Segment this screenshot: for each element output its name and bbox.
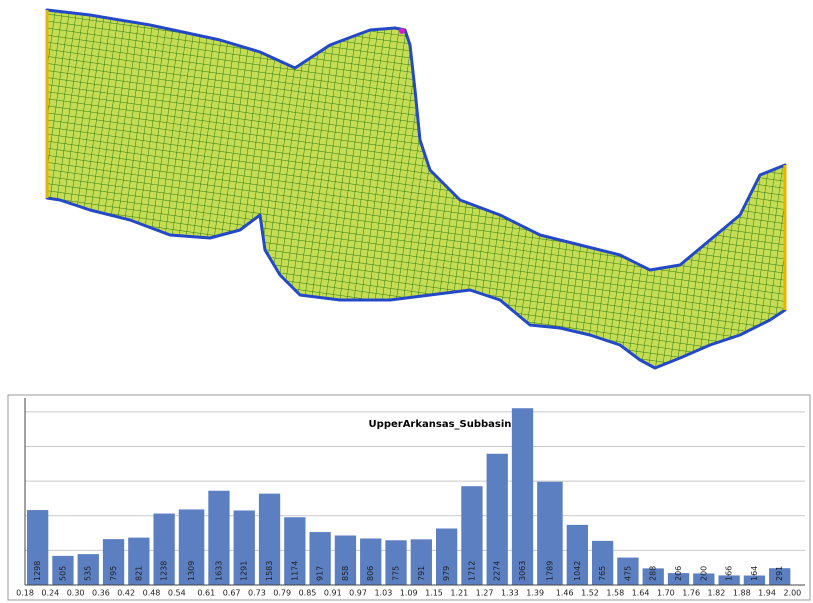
bar	[284, 517, 306, 585]
bar-value-label: 3063	[518, 561, 527, 581]
bar	[617, 557, 639, 585]
bar	[591, 540, 614, 585]
bar	[77, 554, 99, 585]
bar-value-label: 775	[392, 566, 401, 581]
x-tick-label: 2.00	[783, 589, 801, 598]
bar-value-label: 1291	[240, 561, 249, 581]
bar-value-label: 1712	[467, 561, 476, 581]
x-tick-label: 0.24	[41, 589, 59, 598]
chart-title: UpperArkansas_Subbasin	[369, 419, 512, 430]
bar	[208, 490, 230, 585]
x-tick-label: 0.79	[273, 589, 291, 598]
bar	[27, 510, 49, 585]
x-tick-label: 1.39	[526, 589, 544, 598]
bar	[233, 510, 255, 585]
x-tick-label: 1.33	[501, 589, 519, 598]
bar-value-label: 505	[58, 566, 67, 581]
bar-value-label: 917	[316, 566, 325, 581]
bar	[178, 509, 205, 585]
bar	[52, 555, 74, 585]
x-tick-label: 1.46	[556, 589, 574, 598]
bar	[769, 568, 791, 585]
x-tick-label: 1.03	[374, 589, 392, 598]
bar-value-label: 164	[750, 566, 759, 581]
x-tick-label: 0.67	[223, 589, 241, 598]
x-tick-label: 1.21	[450, 589, 468, 598]
bar-value-label: 1789	[545, 561, 554, 581]
bar	[511, 408, 534, 585]
bar-value-label: 200	[699, 566, 708, 581]
bar-value-label: 291	[775, 566, 784, 581]
x-tick-label: 1.58	[606, 589, 624, 598]
x-tick-label: 1.27	[476, 589, 494, 598]
bar-value-label: 288	[649, 566, 658, 581]
x-tick-label: 0.30	[67, 589, 85, 598]
bar	[309, 532, 331, 585]
bar	[461, 486, 483, 585]
bar	[693, 573, 715, 585]
bar	[153, 513, 175, 585]
x-tick-label: 1.09	[400, 589, 418, 598]
bar-value-label: 795	[109, 566, 118, 581]
bar-value-label: 206	[674, 566, 683, 581]
x-tick-label: 1.82	[708, 589, 726, 598]
x-tick-label: 0.18	[16, 589, 34, 598]
x-tick-label: 1.76	[682, 589, 700, 598]
bar-value-label: 806	[366, 566, 375, 581]
bar	[258, 493, 281, 585]
bar	[128, 537, 150, 585]
x-tick-label: 1.70	[657, 589, 675, 598]
bar	[486, 453, 508, 585]
bar	[743, 575, 766, 585]
bar	[435, 528, 458, 585]
bar	[642, 568, 664, 585]
x-tick-label: 0.36	[92, 589, 110, 598]
mesh-view	[45, 8, 787, 370]
bar	[385, 540, 407, 585]
x-tick-label: 1.64	[632, 589, 650, 598]
x-tick-label: 0.85	[299, 589, 317, 598]
bar-value-label: 1238	[160, 561, 169, 581]
node-marker	[399, 28, 405, 34]
bar-value-label: 166	[725, 566, 734, 581]
bar-value-label: 475	[623, 566, 632, 581]
bar	[410, 539, 432, 585]
x-tick-label: 0.42	[117, 589, 135, 598]
bar-value-label: 535	[84, 566, 93, 581]
bar-value-label: 1583	[265, 561, 274, 581]
histogram: UpperArkansas_Subbasin 1298 505 535 795 821 1…	[16, 398, 805, 598]
bar-value-label: 821	[134, 566, 143, 581]
x-tick-label: 1.88	[733, 589, 751, 598]
bar-value-label: 791	[417, 566, 426, 581]
x-tick-label: 0.48	[143, 589, 161, 598]
bar-value-label: 858	[341, 566, 350, 581]
x-tick-label: 0.54	[168, 589, 186, 598]
bar	[667, 573, 690, 585]
bar	[360, 538, 382, 585]
bar-value-label: 1174	[290, 561, 299, 581]
bar-value-label: 1633	[214, 561, 223, 581]
bar-value-label: 1042	[573, 561, 582, 581]
x-tick-label: 1.94	[758, 589, 776, 598]
x-tick-label: 0.91	[324, 589, 342, 598]
x-tick-label: 0.97	[349, 589, 367, 598]
bar-value-label: 765	[598, 566, 607, 581]
histogram-panel	[7, 394, 811, 601]
bar-value-label: 1298	[33, 561, 42, 581]
bar-value-label: 1309	[187, 561, 196, 581]
bar	[334, 535, 357, 585]
bar-value-label: 979	[442, 566, 451, 581]
x-tick-label: 1.15	[425, 589, 443, 598]
bar	[718, 575, 740, 585]
bar	[537, 481, 563, 585]
bar-value-label: 2274	[493, 561, 502, 581]
x-tick-label: 0.61	[197, 589, 215, 598]
bar	[102, 539, 125, 585]
bar	[566, 524, 588, 585]
mesh	[45, 8, 787, 370]
x-tick-label: 1.52	[581, 589, 599, 598]
x-tick-label: 0.73	[248, 589, 266, 598]
